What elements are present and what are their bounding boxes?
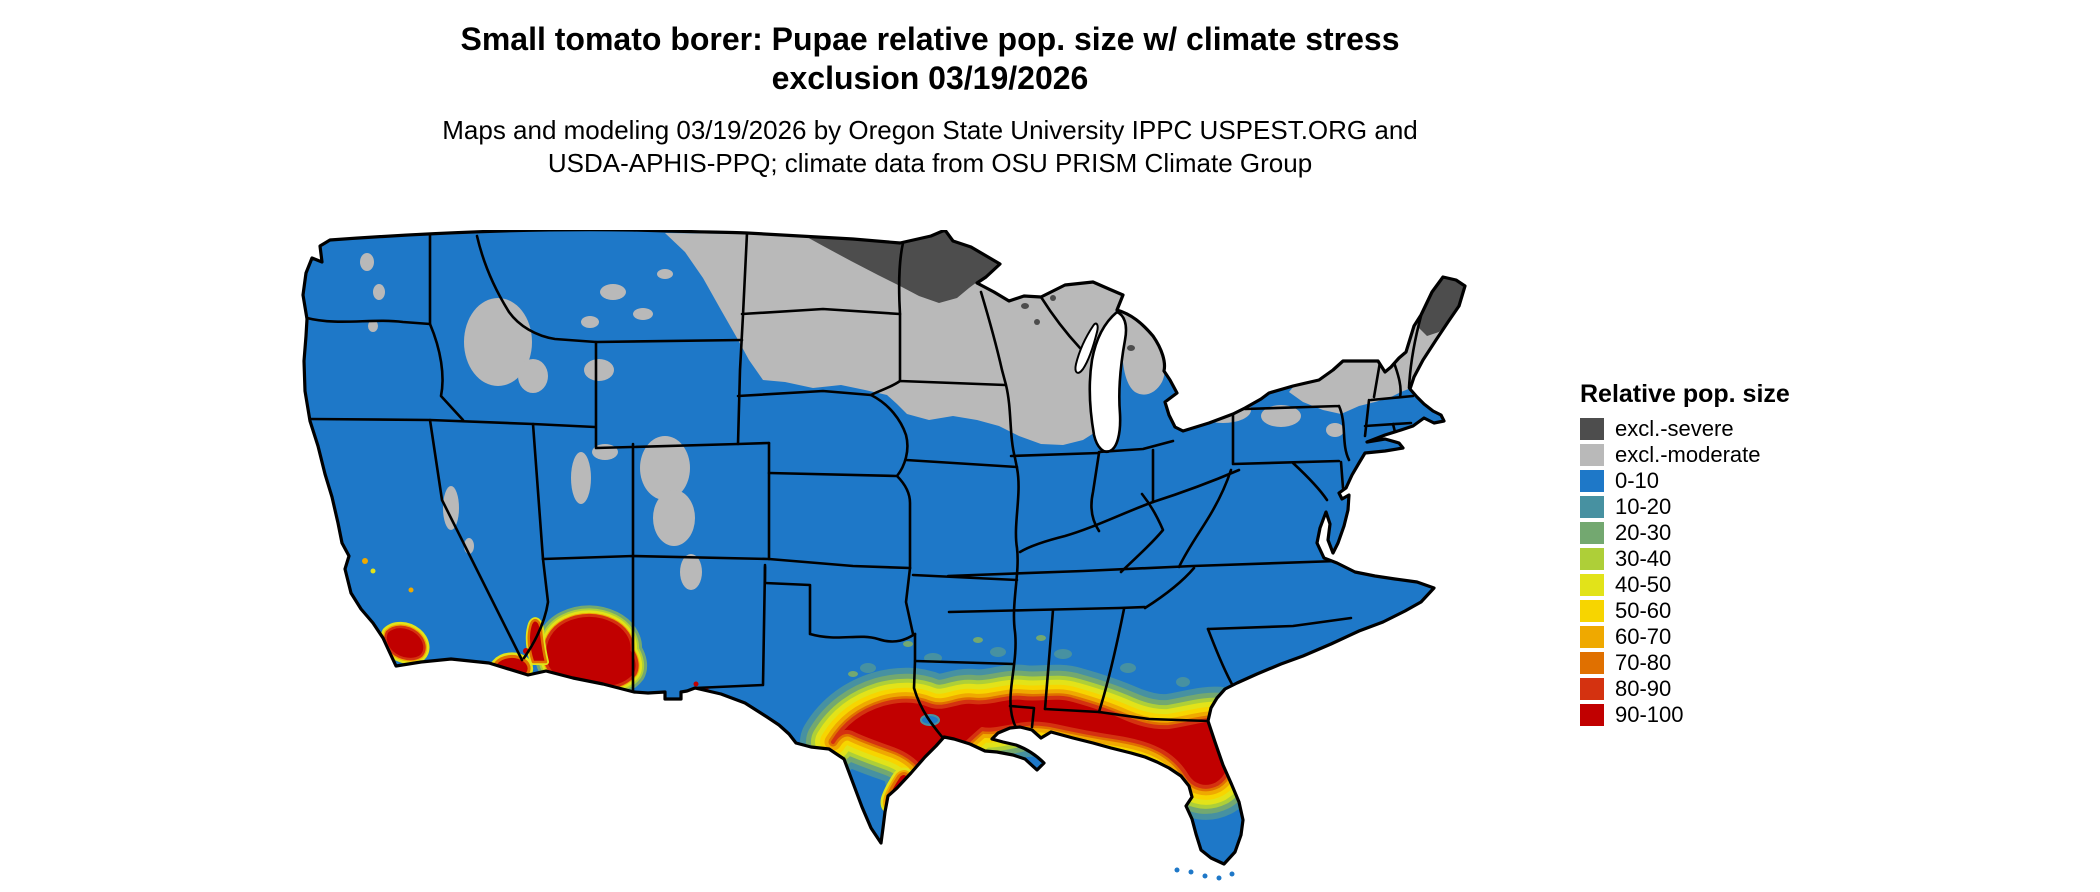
legend-color-swatch (1580, 548, 1604, 570)
green-bay (1074, 322, 1099, 374)
title-block: Small tomato borer: Pupae relative pop. … (330, 20, 1530, 180)
legend-item: 30-40 (1580, 546, 1790, 571)
map-subtitle-line1: Maps and modeling 03/19/2026 by Oregon S… (442, 115, 1418, 145)
legend: Relative pop. size excl.-severe excl.-mo… (1580, 380, 1790, 730)
legend-item-label: 10-20 (1615, 494, 1672, 519)
legend-color-swatch (1580, 652, 1604, 674)
legend-color-swatch (1580, 444, 1604, 466)
subtitle-block: Maps and modeling 03/19/2026 by Oregon S… (330, 114, 1530, 180)
legend-item-label: 60-70 (1615, 624, 1672, 649)
legend-item-label: 40-50 (1615, 572, 1672, 597)
legend-item: 40-50 (1580, 572, 1790, 597)
state-borders (305, 231, 1423, 752)
legend-color-swatch (1580, 522, 1604, 544)
legend-item-label: 30-40 (1615, 546, 1672, 571)
map-subtitle-line2: USDA-APHIS-PPQ; climate data from OSU PR… (547, 148, 1313, 178)
legend-item: 60-70 (1580, 624, 1790, 649)
legend-item-label: excl.-moderate (1615, 442, 1761, 467)
legend-item-label: 0-10 (1615, 468, 1660, 493)
legend-item: 20-30 (1580, 520, 1790, 545)
legend-color-swatch (1580, 470, 1604, 492)
florida-keys-dots (1174, 867, 1235, 881)
us-map-svg (301, 228, 1467, 881)
legend-item: 90-100 (1580, 702, 1790, 727)
legend-item: excl.-moderate (1580, 442, 1790, 467)
legend-item-label: 50-60 (1615, 598, 1672, 623)
exclusion-severe-regions (805, 231, 1465, 351)
legend-item-label: 90-100 (1615, 702, 1684, 727)
legend-item: 0-10 (1580, 468, 1790, 493)
map-title-line1: Small tomato borer: Pupae relative pop. … (460, 21, 1400, 57)
legend-item: 50-60 (1580, 598, 1790, 623)
legend-item-label: 20-30 (1615, 520, 1672, 545)
hot-zone-arizona (529, 615, 637, 688)
legend-color-swatch (1580, 704, 1604, 726)
legend-item: 70-80 (1580, 650, 1790, 675)
legend-item-label: 70-80 (1615, 650, 1672, 675)
legend-item: 80-90 (1580, 676, 1790, 701)
legend-color-swatch (1580, 626, 1604, 648)
legend-item-label: 80-90 (1615, 676, 1672, 701)
us-map (293, 228, 1483, 890)
legend-rows: excl.-severe excl.-moderate 0-10 10-20 2… (1580, 416, 1790, 727)
legend-color-swatch (1580, 678, 1604, 700)
legend-color-swatch (1580, 600, 1604, 622)
legend-item: excl.-severe (1580, 416, 1790, 441)
legend-color-swatch (1580, 574, 1604, 596)
legend-item-label: excl.-severe (1615, 416, 1734, 441)
legend-title: Relative pop. size (1580, 380, 1790, 408)
legend-item: 10-20 (1580, 494, 1790, 519)
map-title-line2: exclusion 03/19/2026 (771, 60, 1089, 96)
legend-color-swatch (1580, 496, 1604, 518)
legend-color-swatch (1580, 418, 1604, 440)
